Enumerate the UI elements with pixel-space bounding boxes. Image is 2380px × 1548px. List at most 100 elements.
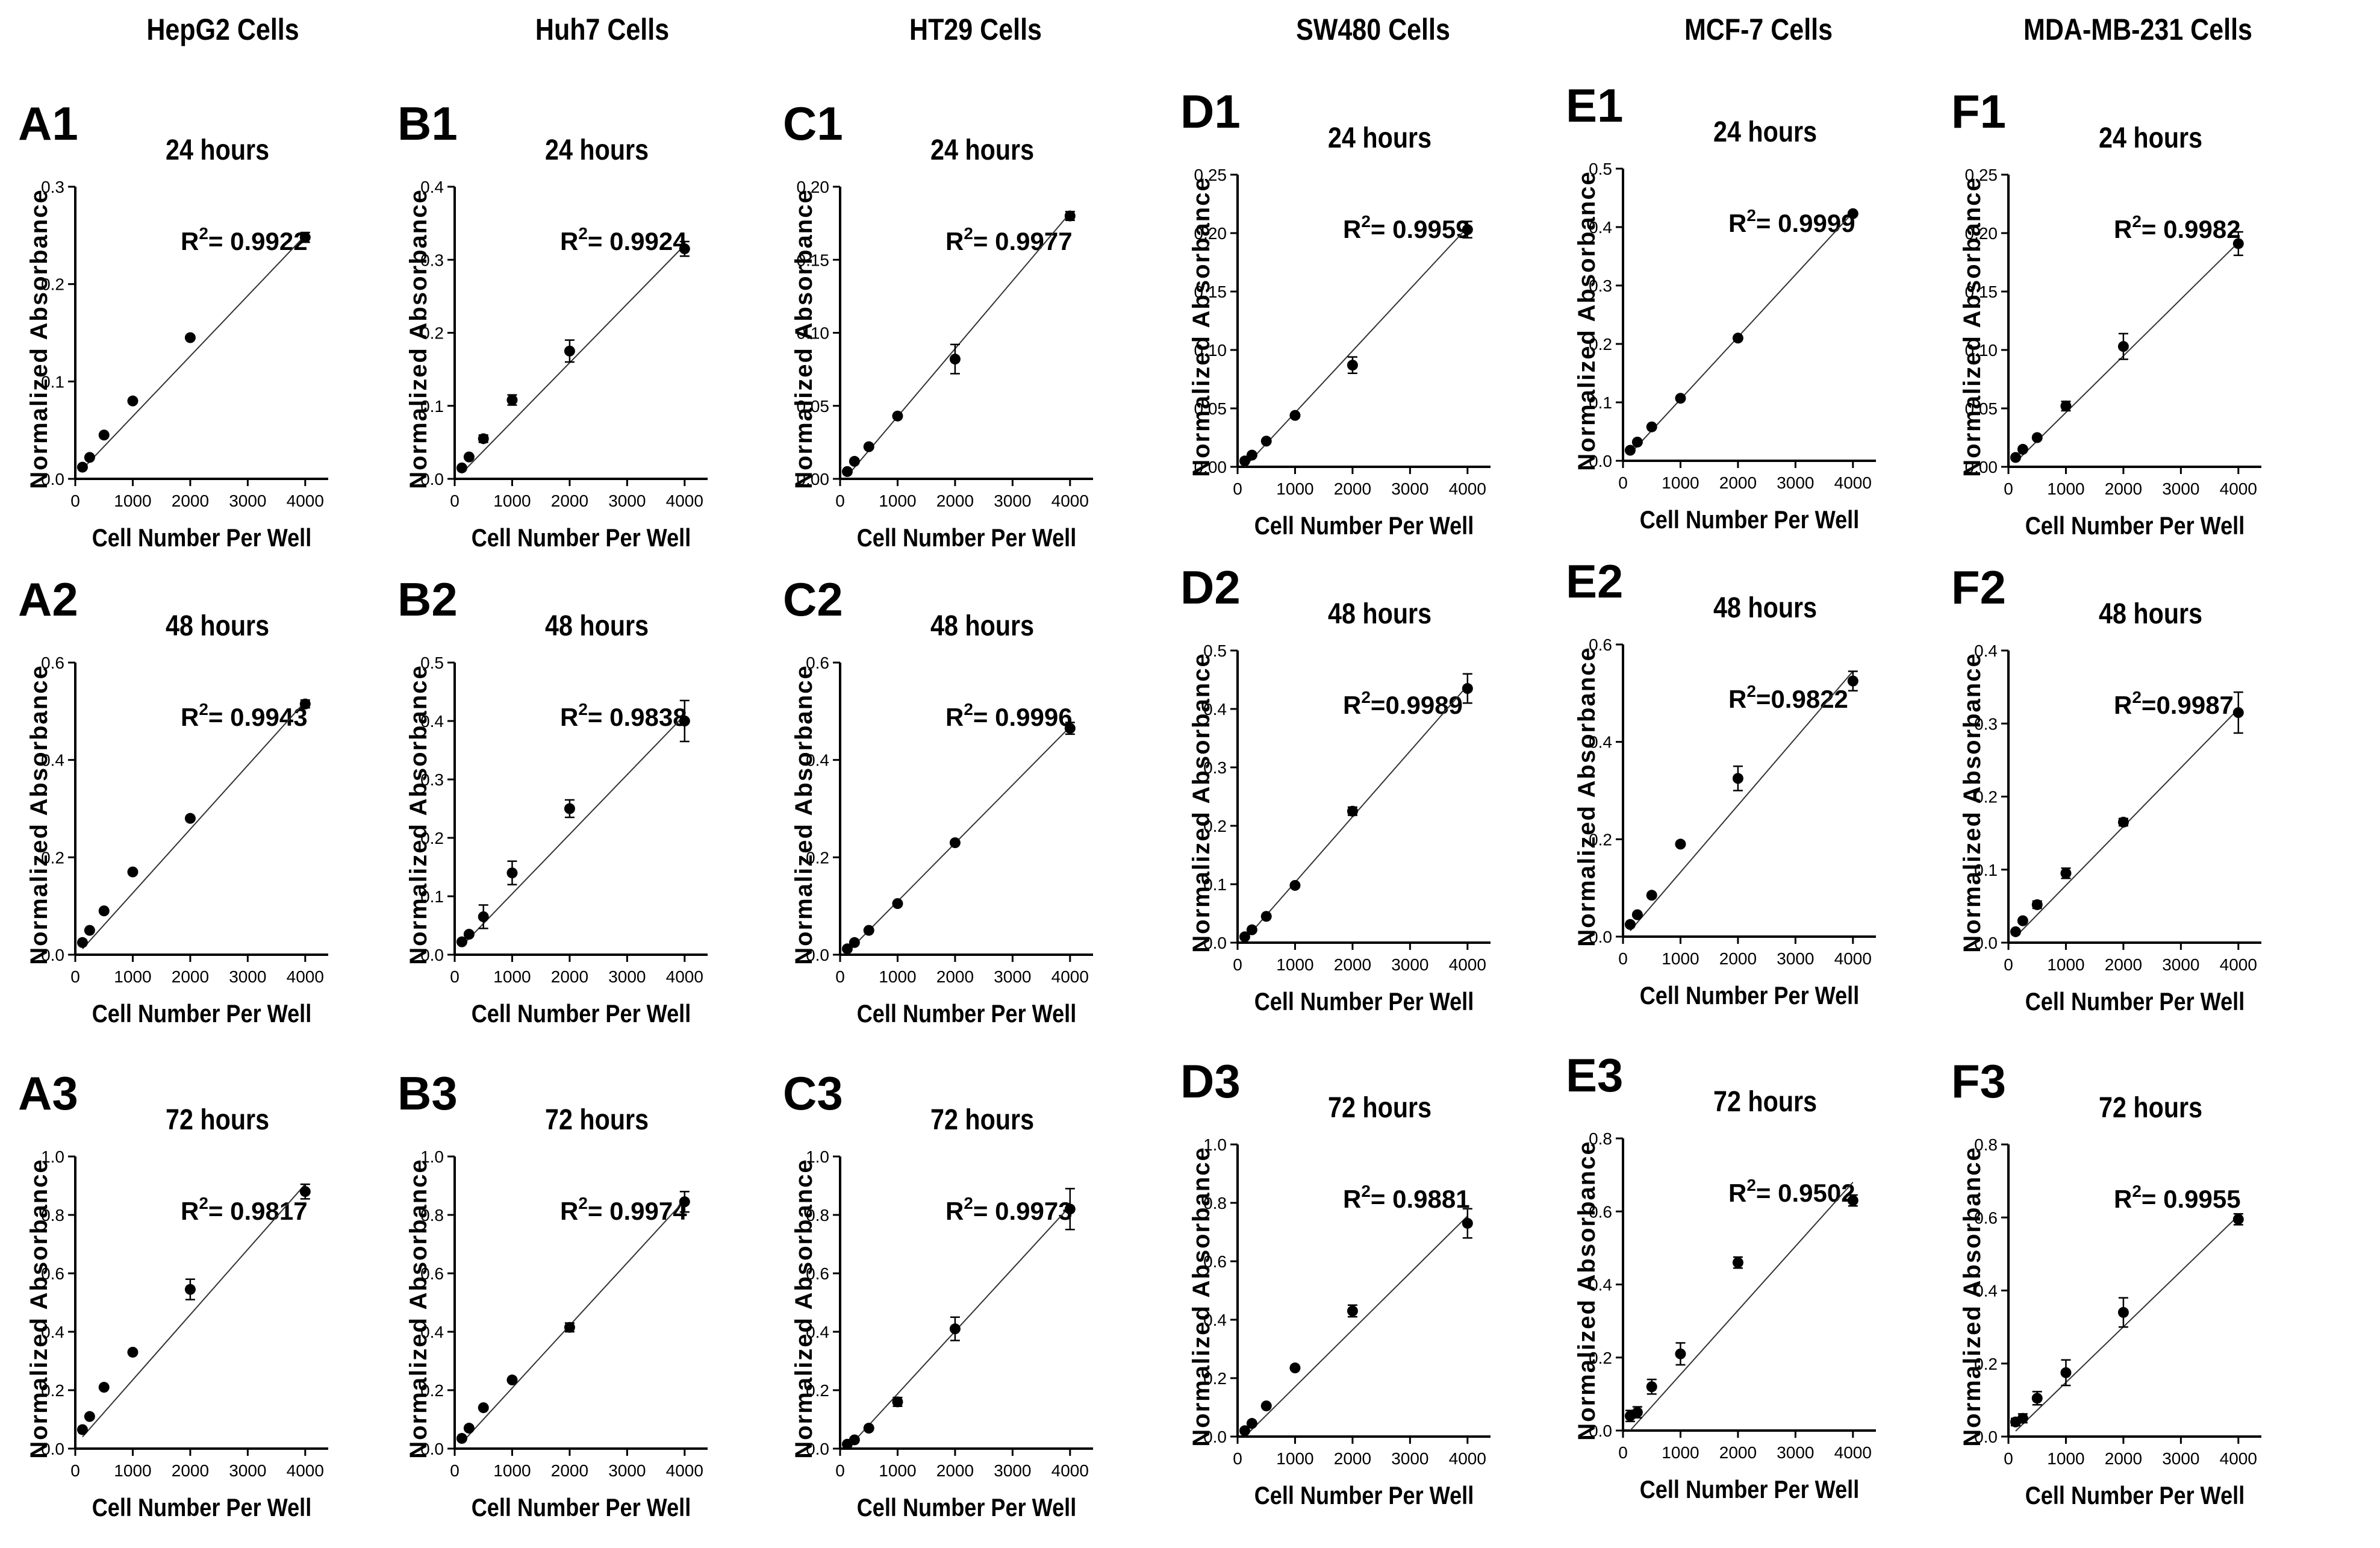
y-axis-label: Normalized Absorbance <box>26 664 52 964</box>
y-tick-label: 0.4 <box>1974 641 1998 660</box>
x-tick-label: 4000 <box>1834 1443 1872 1462</box>
r-squared-annotation: R2= 0.9922 <box>181 224 308 255</box>
time-label: 24 hours <box>545 134 649 166</box>
y-tick-label: 0.8 <box>806 1206 829 1225</box>
data-point <box>849 937 860 948</box>
y-axis-label: Normalized Absorbance <box>26 189 52 488</box>
y-tick-label: 0.8 <box>1589 1129 1612 1148</box>
data-point <box>1732 1257 1743 1269</box>
y-tick-label: 0.0 <box>41 470 64 488</box>
x-tick-label: 4000 <box>2220 1449 2257 1468</box>
chart-svg: 0 1000 2000 3000 4000 0.0 0.2 0.4 0.6 Cell Number… <box>791 654 1093 1028</box>
y-tick-label: 0.05 <box>1194 399 1227 418</box>
y-tick-label: 0.0 <box>420 1440 444 1458</box>
y-axis-label: Normalized Absorbance <box>405 189 432 488</box>
r-squared-annotation: R2= 0.9959 <box>1343 212 1470 243</box>
chart-svg: 0 1000 2000 3000 4000 0.0 0.2 0.4 0.6 Cell Number… <box>26 654 328 1028</box>
data-point <box>849 1434 860 1446</box>
x-tick-label: 3000 <box>1777 949 1814 968</box>
panel-label: B1 <box>397 97 458 150</box>
x-axis-label: Cell Number Per Well <box>92 1000 312 1028</box>
y-tick-label: 0.8 <box>420 1206 444 1225</box>
data-point <box>127 395 139 407</box>
y-tick-label: 0.3 <box>1974 714 1998 733</box>
data-point <box>1289 410 1301 421</box>
data-point <box>127 866 139 878</box>
data-point <box>863 925 874 936</box>
chart-svg: 0 1000 2000 3000 4000 0.0 0.1 0.2 0.3 0.4 0.5 Cell … <box>1574 160 1876 534</box>
x-tick-label: 0 <box>450 1461 459 1480</box>
data-point <box>98 429 110 441</box>
data-point <box>2232 707 2244 719</box>
y-tick-label: 0.4 <box>41 1323 64 1341</box>
data-point <box>478 433 489 445</box>
data-point <box>2010 926 2021 937</box>
chart-svg: 0 1000 2000 3000 4000 0.0 0.1 0.2 0.3 0.4 Cell Num… <box>1959 641 2261 1016</box>
y-tick-label: 0.1 <box>1974 861 1998 879</box>
x-tick-label: 1000 <box>114 492 151 510</box>
data-point <box>456 1433 467 1444</box>
x-tick-label: 0 <box>1233 479 1242 498</box>
x-tick-label: 1000 <box>114 967 151 986</box>
chart-panel-d2: D2 48 hours 0 1000 2000 3000 4000 0.0 0.1 0.2 0.3 0… <box>1180 560 1566 1042</box>
y-tick-label: 0.2 <box>420 829 444 847</box>
y-tick-label: 0.1 <box>420 887 444 906</box>
x-tick-label: 1000 <box>1276 1449 1313 1468</box>
y-tick-label: 0.1 <box>41 372 64 391</box>
x-tick-label: 1000 <box>2047 479 2084 498</box>
x-tick-label: 1000 <box>2047 955 2084 974</box>
fit-line <box>82 235 306 470</box>
x-tick-label: 3000 <box>1391 1449 1428 1468</box>
y-tick-label: 0.10 <box>797 324 830 343</box>
data-point <box>1847 675 1858 687</box>
chart-svg: 0 1000 2000 3000 4000 0.0 0.1 0.2 0.3 0.4 0.5 Cell … <box>405 654 708 1028</box>
data-point <box>1675 838 1686 850</box>
data-point <box>679 716 690 726</box>
x-tick-label: 1000 <box>493 967 531 986</box>
x-tick-label: 0 <box>2004 479 2013 498</box>
data-point <box>463 929 475 940</box>
y-tick-label: 0.10 <box>1965 341 1998 360</box>
x-axis-label: Cell Number Per Well <box>2025 988 2245 1016</box>
data-point <box>1260 435 1272 447</box>
data-point <box>84 452 95 463</box>
x-tick-label: 3000 <box>994 1461 1031 1480</box>
data-point <box>478 1402 489 1414</box>
x-tick-label: 3000 <box>1391 955 1428 974</box>
data-point <box>2117 816 2129 828</box>
x-tick-label: 0 <box>1618 473 1628 492</box>
x-tick-label: 4000 <box>1051 1461 1089 1480</box>
y-axis-label: Normalized Absorbance <box>405 1158 432 1458</box>
data-point <box>1347 360 1358 371</box>
panel-label: A2 <box>18 573 78 626</box>
y-tick-label: 0.0 <box>1974 1428 1998 1446</box>
x-tick-label: 0 <box>835 967 845 986</box>
data-point <box>456 936 467 947</box>
x-axis-label: Cell Number Per Well <box>92 1494 312 1522</box>
r-squared-annotation: R2= 0.9977 <box>945 224 1073 255</box>
x-tick-label: 0 <box>2004 955 2013 974</box>
y-tick-label: 0.0 <box>1203 1428 1227 1446</box>
x-axis-label: Cell Number Per Well <box>1254 513 1474 540</box>
y-axis-label: Normalized Absorbance <box>1188 176 1215 476</box>
y-tick-label: 0.4 <box>41 751 64 770</box>
fit-line <box>2015 242 2239 463</box>
data-point <box>506 867 518 879</box>
data-point <box>1732 332 1743 344</box>
time-label: 72 hours <box>930 1104 1035 1136</box>
y-tick-label: 0.4 <box>1589 733 1612 752</box>
x-tick-label: 0 <box>450 492 459 510</box>
y-tick-label: 0.3 <box>1203 758 1227 777</box>
y-tick-label: 0.3 <box>420 251 444 269</box>
chart-svg: 0 1000 2000 3000 4000 0.0 0.1 0.2 0.3 Cell Number… <box>26 178 328 552</box>
chart-panel-c3: C3 72 hours 0 1000 2000 3000 4000 0.0 0.2 0.4 0.6 0… <box>783 1066 1168 1548</box>
x-tick-label: 2000 <box>172 492 209 510</box>
y-axis-label: Normalized Absorbance <box>791 189 817 488</box>
panel-label: E1 <box>1566 79 1624 132</box>
y-tick-label: 0.0 <box>420 946 444 964</box>
x-tick-label: 3000 <box>608 492 646 510</box>
time-label: 24 hours <box>1713 116 1818 148</box>
data-point <box>2060 401 2072 412</box>
data-point <box>299 698 311 710</box>
x-tick-label: 4000 <box>2220 479 2257 498</box>
